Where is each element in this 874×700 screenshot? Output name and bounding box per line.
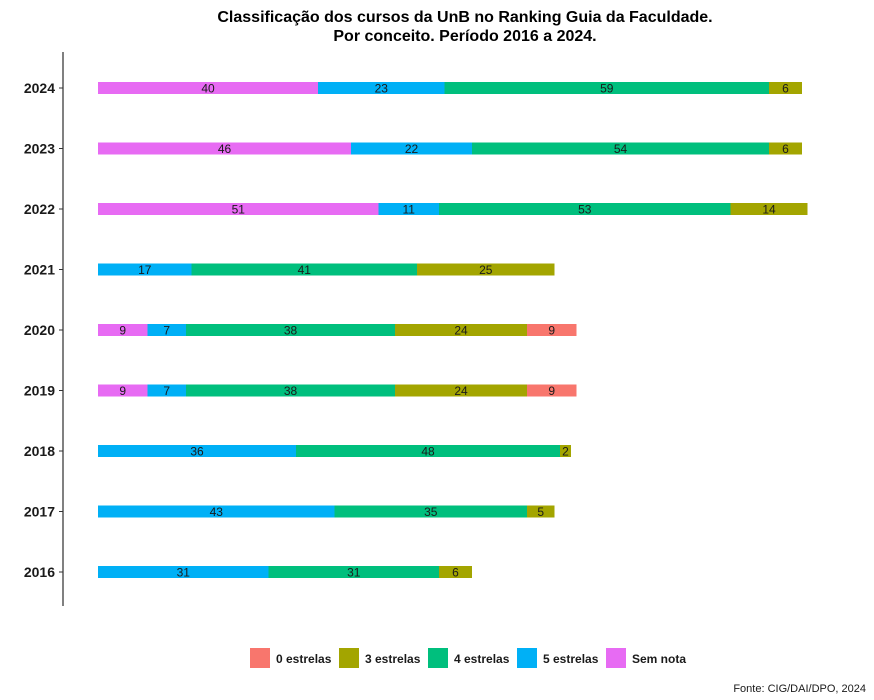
bar-label-5-estrelas-2020: 7 — [163, 324, 170, 338]
bar-label-sem-nota-2019: 9 — [119, 384, 126, 398]
chart-caption: Fonte: CIG/DAI/DPO, 2024 — [733, 683, 866, 695]
y-tick-label-2024: 2024 — [24, 80, 55, 96]
bar-label-sem-nota-2023: 46 — [218, 142, 232, 156]
bar-5-estrelas-2024 — [318, 82, 445, 94]
bar-4-estrelas-2019 — [186, 384, 395, 397]
y-tick-label-2023: 2023 — [24, 141, 55, 157]
bar-4-estrelas-2018 — [296, 445, 560, 457]
bar-3-estrelas-2019 — [395, 384, 527, 397]
y-tick-label-2019: 2019 — [24, 383, 55, 399]
bar-5-estrelas-2020 — [147, 324, 186, 336]
bar-4-estrelas-2024 — [444, 82, 769, 94]
bar-label-sem-nota-2022: 51 — [232, 203, 246, 217]
bar-3-estrelas-2021 — [417, 263, 555, 276]
bar-4-estrelas-2020 — [186, 324, 395, 336]
legend: 0 estrelas 3 estrelas 4 estrelas 5 estrelas… — [250, 648, 686, 668]
chart-title-line-1: Classificação dos cursos da UnB no Ranki… — [217, 9, 712, 26]
bar-sem-nota-2023 — [98, 142, 351, 155]
bar-3-estrelas-2023 — [769, 142, 802, 155]
legend-label-sem-nota: Sem nota — [632, 652, 686, 666]
bar-3-estrelas-2016 — [439, 566, 472, 578]
bar-sem-nota-2024 — [98, 82, 318, 94]
bar-label-3-estrelas-2016: 6 — [452, 566, 459, 580]
bar-5-estrelas-2017 — [98, 505, 335, 518]
bar-label-3-estrelas-2018: 2 — [562, 445, 569, 459]
bar-label-3-estrelas-2024: 6 — [782, 82, 789, 96]
bar-5-estrelas-2018 — [98, 445, 296, 457]
bar-4-estrelas-2016 — [268, 566, 439, 578]
bar-label-4-estrelas-2022: 53 — [578, 203, 592, 217]
bar-3-estrelas-2017 — [527, 505, 555, 518]
bar-4-estrelas-2021 — [191, 263, 417, 276]
bar-label-5-estrelas-2016: 31 — [177, 566, 191, 580]
bar-label-5-estrelas-2017: 43 — [210, 505, 224, 519]
bar-5-estrelas-2021 — [98, 263, 192, 276]
bar-label-5-estrelas-2024: 23 — [375, 82, 389, 96]
bar-5-estrelas-2023 — [351, 142, 472, 155]
bar-label-3-estrelas-2020: 24 — [454, 324, 468, 338]
bar-label-4-estrelas-2018: 48 — [421, 445, 435, 459]
y-tick-label-2017: 2017 — [24, 504, 55, 520]
bar-label-4-estrelas-2020: 38 — [284, 324, 298, 338]
bar-label-4-estrelas-2016: 31 — [347, 566, 361, 580]
legend-key-sem-nota — [606, 648, 626, 668]
bar-label-4-estrelas-2024: 59 — [600, 82, 614, 96]
bar-4-estrelas-2022 — [439, 203, 731, 215]
legend-key-4-estrelas — [428, 648, 448, 668]
bar-4-estrelas-2017 — [334, 505, 527, 518]
y-tick-label-2021: 2021 — [24, 262, 55, 278]
legend-key-5-estrelas — [517, 648, 537, 668]
bar-label-sem-nota-2024: 40 — [201, 82, 215, 96]
bar-5-estrelas-2016 — [98, 566, 269, 578]
legend-label-4-estrelas: 4 estrelas — [454, 652, 510, 666]
bar-label-5-estrelas-2018: 36 — [190, 445, 204, 459]
bar-label-5-estrelas-2022: 11 — [403, 203, 416, 217]
bar-3-estrelas-2020 — [395, 324, 527, 336]
bar-label-4-estrelas-2017: 35 — [424, 505, 438, 519]
legend-key-3-estrelas — [339, 648, 359, 668]
bar-0-estrelas-2019 — [527, 384, 577, 397]
bar-label-5-estrelas-2021: 17 — [138, 263, 152, 277]
y-tick-label-2020: 2020 — [24, 322, 55, 338]
bars — [98, 82, 808, 578]
bar-4-estrelas-2023 — [472, 142, 769, 155]
bar-label-3-estrelas-2021: 25 — [479, 263, 493, 277]
bar-0-estrelas-2020 — [527, 324, 577, 336]
bar-label-5-estrelas-2023: 22 — [405, 142, 419, 156]
legend-label-3-estrelas: 3 estrelas — [365, 652, 421, 666]
y-tick-label-2018: 2018 — [24, 443, 55, 459]
bar-3-estrelas-2018 — [560, 445, 571, 457]
bar-label-3-estrelas-2019: 24 — [454, 384, 468, 398]
chart-title-line-2: Por conceito. Período 2016 a 2024. — [333, 28, 596, 45]
bar-3-estrelas-2022 — [730, 203, 808, 215]
bar-sem-nota-2022 — [98, 203, 379, 215]
bar-label-3-estrelas-2023: 6 — [782, 142, 789, 156]
bar-5-estrelas-2019 — [147, 384, 186, 397]
bar-sem-nota-2020 — [98, 324, 148, 336]
bar-label-4-estrelas-2023: 54 — [614, 142, 628, 156]
y-axis-ticks: 2016 2017 2018 2019 2020 2021 2022 2023 2024 — [24, 80, 63, 580]
y-tick-label-2022: 2022 — [24, 201, 55, 217]
legend-key-0-estrelas — [250, 648, 270, 668]
bar-sem-nota-2019 — [98, 384, 148, 397]
y-tick-label-2016: 2016 — [24, 564, 55, 580]
bar-label-4-estrelas-2021: 41 — [298, 263, 312, 277]
bar-label-5-estrelas-2019: 7 — [163, 384, 170, 398]
legend-label-0-estrelas: 0 estrelas — [276, 652, 332, 666]
bar-label-0-estrelas-2019: 9 — [548, 384, 555, 398]
bar-label-3-estrelas-2022: 14 — [762, 203, 776, 217]
bar-5-estrelas-2022 — [378, 203, 439, 215]
bar-label-sem-nota-2020: 9 — [119, 324, 126, 338]
bar-label-4-estrelas-2019: 38 — [284, 384, 298, 398]
bar-label-0-estrelas-2020: 9 — [548, 324, 555, 338]
bar-3-estrelas-2024 — [769, 82, 802, 94]
bar-label-3-estrelas-2017: 5 — [537, 505, 544, 519]
legend-label-5-estrelas: 5 estrelas — [543, 652, 599, 666]
